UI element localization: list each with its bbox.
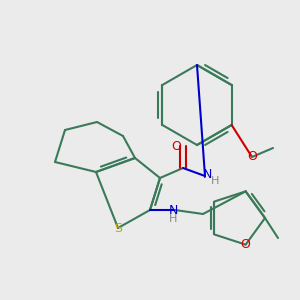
Text: O: O bbox=[171, 140, 181, 152]
Text: N: N bbox=[202, 167, 212, 181]
Text: O: O bbox=[241, 238, 250, 251]
Text: H: H bbox=[211, 176, 219, 186]
Text: S: S bbox=[114, 221, 122, 235]
Text: O: O bbox=[247, 151, 257, 164]
Text: N: N bbox=[168, 203, 178, 217]
Text: H: H bbox=[169, 214, 177, 224]
